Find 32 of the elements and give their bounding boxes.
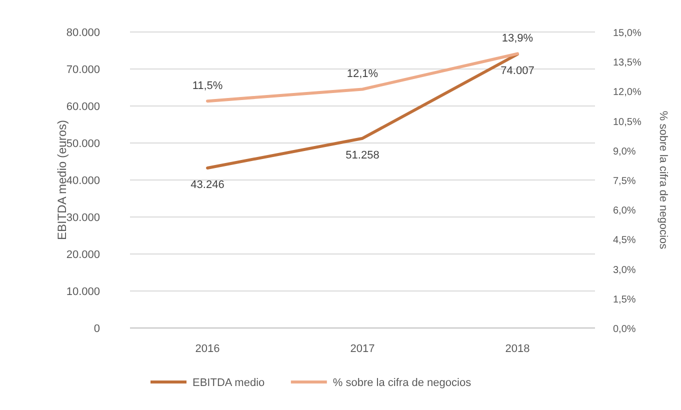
y2-tick-label: 3,0% — [613, 264, 636, 276]
x-tick-label: 2018 — [505, 343, 530, 355]
legend-label: EBITDA medio — [192, 377, 265, 389]
y2-tick-label: 4,5% — [613, 235, 636, 246]
y2-tick-label: 6,0% — [613, 206, 636, 217]
y2-axis-title: % sobre la cifra de negocios — [657, 110, 669, 250]
data-label: 74.007 — [500, 65, 534, 78]
y-tick-label: 70.000 — [66, 64, 100, 76]
y2-tick-label: 12,0% — [613, 87, 642, 98]
legend-label: % sobre la cifra de negocios — [332, 377, 472, 389]
y-tick-label: 0 — [94, 323, 100, 335]
y2-tick-label: 1,5% — [613, 294, 636, 306]
data-label: 12,1% — [346, 68, 378, 80]
y-tick-label: 60.000 — [66, 101, 100, 113]
y2-tick-label: 7,5% — [613, 176, 636, 187]
y-tick-label: 20.000 — [66, 249, 100, 261]
y-tick-label: 10.000 — [66, 286, 100, 298]
y-tick-label: 40.000 — [66, 175, 100, 187]
y2-tick-label: 13,5% — [613, 58, 642, 69]
data-label: 11,5% — [192, 80, 223, 92]
y-tick-label: 30.000 — [66, 212, 100, 224]
y2-tick-label: 9,0% — [613, 146, 636, 158]
x-tick-label: 2017 — [350, 343, 375, 355]
y-tick-label: 50.000 — [66, 138, 100, 150]
data-label: 43.246 — [190, 178, 224, 191]
y2-tick-label: 10,5% — [613, 116, 642, 128]
x-tick-label: 2016 — [195, 343, 220, 355]
y2-tick-label: 15,0% — [613, 28, 642, 39]
data-label: 13,9% — [502, 32, 534, 45]
y2-tick-label: 0,0% — [613, 324, 636, 335]
data-label: 51.258 — [346, 149, 380, 162]
y-tick-label: 80.000 — [66, 27, 100, 39]
